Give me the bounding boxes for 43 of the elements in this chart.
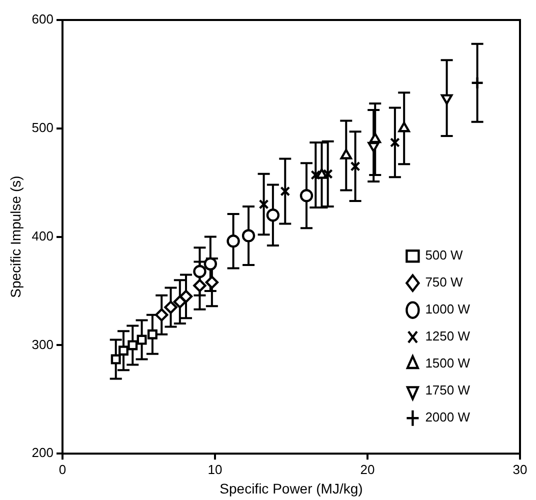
point [147, 329, 158, 340]
point [398, 122, 410, 132]
legend-label: 1250 W [425, 328, 471, 344]
y-tick-label: 600 [32, 12, 54, 27]
y-axis-title: Specific Impulse (s) [7, 176, 24, 298]
point [118, 346, 128, 356]
y-tick-label: 200 [32, 445, 54, 460]
x-tick-label: 30 [512, 462, 528, 477]
legend-label: 1750 W [425, 382, 471, 398]
legend-label: 1000 W [425, 302, 471, 317]
legend-label: 2000 W [425, 410, 471, 425]
point [205, 276, 219, 289]
x-tick-label: 10 [208, 462, 222, 477]
y-tick-label: 400 [32, 228, 54, 244]
point [242, 229, 256, 242]
point [322, 168, 333, 179]
point [390, 138, 400, 148]
point [179, 290, 193, 304]
point [470, 76, 484, 90]
legend-label: 1500 W [425, 356, 471, 371]
point [110, 354, 121, 364]
point [258, 199, 269, 210]
point [193, 278, 206, 292]
point [193, 264, 206, 278]
point [310, 170, 321, 180]
point [136, 334, 147, 345]
point [155, 308, 168, 322]
x-tick-label: 0 [58, 462, 66, 477]
x-tick-label: 20 [360, 462, 375, 477]
point [204, 257, 218, 270]
point [266, 208, 280, 222]
point [164, 300, 178, 314]
point [369, 132, 381, 144]
point [128, 340, 138, 350]
point [226, 234, 240, 248]
y-tick-label: 300 [32, 336, 54, 352]
y-tick-label: 500 [32, 120, 54, 135]
x-axis-title: Specific Power (MJ/kg) [220, 480, 363, 496]
point [300, 189, 314, 202]
point [340, 148, 352, 160]
legend-label: 500 W [425, 248, 464, 263]
legend-label: 750 W [425, 274, 464, 290]
point [350, 161, 360, 172]
